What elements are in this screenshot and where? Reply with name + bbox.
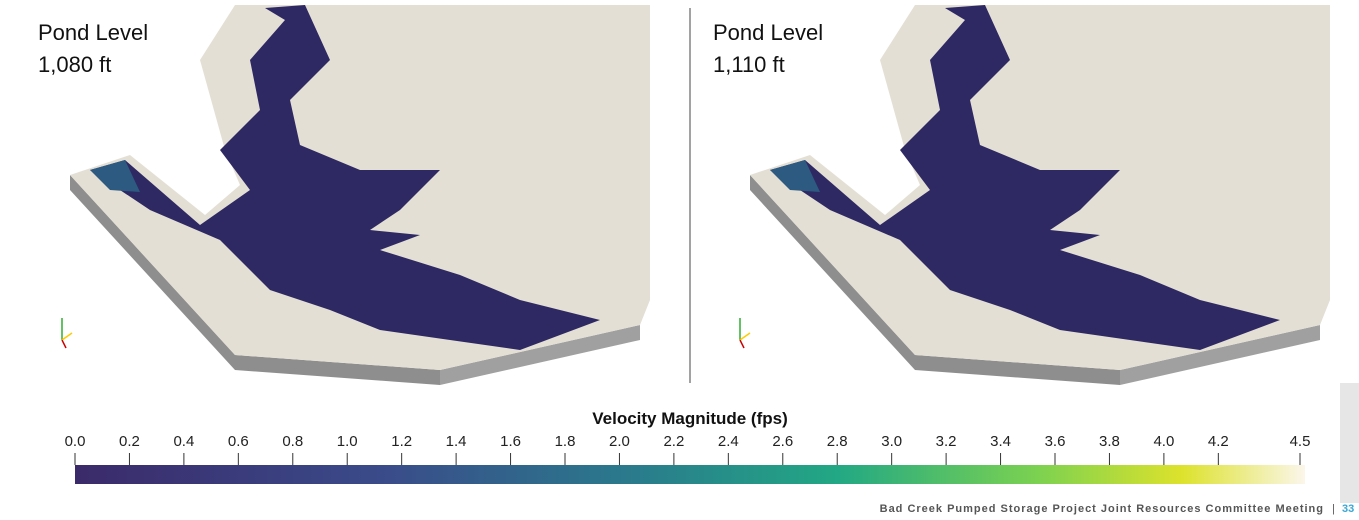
colorbar-tick-label: 2.6 [772, 433, 793, 450]
colorbar-tick-label: 0.8 [282, 433, 303, 450]
panel-title: Pond Level [38, 20, 148, 45]
footer-text: Bad Creek Pumped Storage Project Joint R… [880, 503, 1324, 515]
colorbar-tick-label: 0.6 [228, 433, 249, 450]
colorbar-tick-label: 3.8 [1099, 433, 1120, 450]
colorbar-tick-label: 1.8 [555, 433, 576, 450]
colorbar-tick-label: 3.2 [936, 433, 957, 450]
page-number: 33 [1342, 503, 1354, 515]
colorbar-tick-label: 2.8 [827, 433, 848, 450]
colorbar-tick-label: 3.0 [881, 433, 902, 450]
colorbar-tick-label: 1.0 [337, 433, 358, 450]
colorbar-tick-label: 2.2 [663, 433, 684, 450]
footer-sep: | [1332, 503, 1335, 515]
terrain-render [70, 5, 650, 385]
colorbar-tick-label: 0.4 [173, 433, 194, 450]
colorbar-tick-label: 0.0 [65, 433, 86, 450]
colorbar-tick-label: 1.4 [446, 433, 467, 450]
axis-icon [61, 318, 751, 349]
panel-level: 1,110 ft [713, 52, 785, 77]
colorbar-tick-label: 4.5 [1290, 433, 1311, 450]
colorbar-tick-label: 3.4 [990, 433, 1011, 450]
colorbar-tick-label: 1.6 [500, 433, 521, 450]
colorbar-tick-label: 1.2 [391, 433, 412, 450]
colorbar-tick-label: 2.0 [609, 433, 630, 450]
colorbar-tick-label: 0.2 [119, 433, 140, 450]
panel-level: 1,080 ft [38, 52, 111, 77]
colorbar [75, 465, 1305, 484]
colorbar-tick-label: 4.2 [1208, 433, 1229, 450]
side-strip [1340, 383, 1359, 503]
terrain-render [750, 5, 1330, 385]
panel-title: Pond Level [713, 20, 823, 45]
colorbar-tick-label: 2.4 [718, 433, 739, 450]
colorbar-tick-label: 3.6 [1045, 433, 1066, 450]
colorbar-tick-label: 4.0 [1153, 433, 1174, 450]
colorbar-title: Velocity Magnitude (fps) [592, 409, 788, 428]
